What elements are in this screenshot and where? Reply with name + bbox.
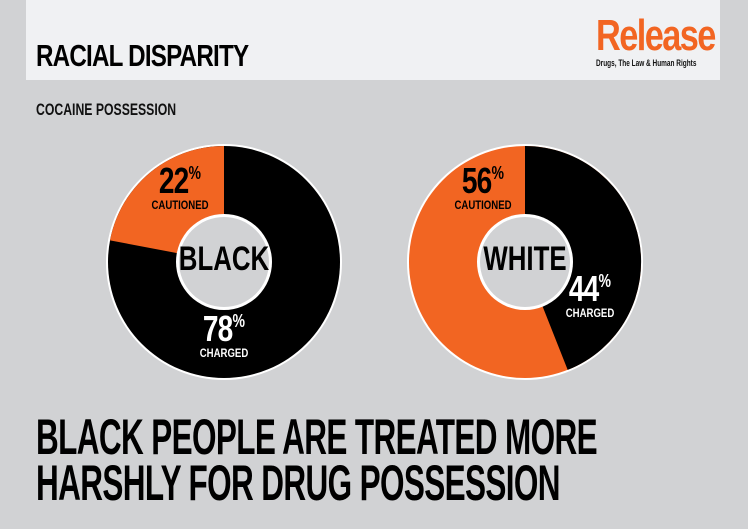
donut-chart-white: 56% CAUTIONED WHITE 44% CHARGED: [405, 142, 645, 382]
logo-wordmark: Release: [596, 11, 716, 60]
page-title: RACIAL DISPARITY: [36, 38, 249, 73]
headline-line-1: BLACK PEOPLE ARE TREATED MORE: [36, 409, 598, 465]
charged-label: 44% CHARGED: [565, 268, 615, 321]
cautioned-label: 56% CAUTIONED: [454, 160, 512, 213]
slice-charged: [525, 145, 642, 370]
donut-graphic: [407, 144, 643, 380]
header-banner: [26, 0, 720, 80]
chart-subtitle: COCAINE POSSESSION: [36, 100, 177, 119]
donut-chart-black: 22% CAUTIONED BLACK 78% CHARGED: [104, 142, 344, 382]
charged-label: 78% CHARGED: [199, 308, 249, 361]
logo-tagline: Drugs, The Law & Human Rights: [596, 58, 697, 68]
donut-graphic: [106, 144, 342, 380]
cautioned-label: 22% CAUTIONED: [151, 160, 209, 213]
release-logo: Release Drugs, The Law & Human Rights: [596, 11, 716, 69]
headline: BLACK PEOPLE ARE TREATED MORE HARSHLY FO…: [36, 409, 598, 511]
group-label: WHITE: [483, 240, 567, 278]
group-label: BLACK: [178, 240, 270, 278]
headline-line-2: HARSHLY FOR DRUG POSSESSION: [36, 455, 560, 511]
